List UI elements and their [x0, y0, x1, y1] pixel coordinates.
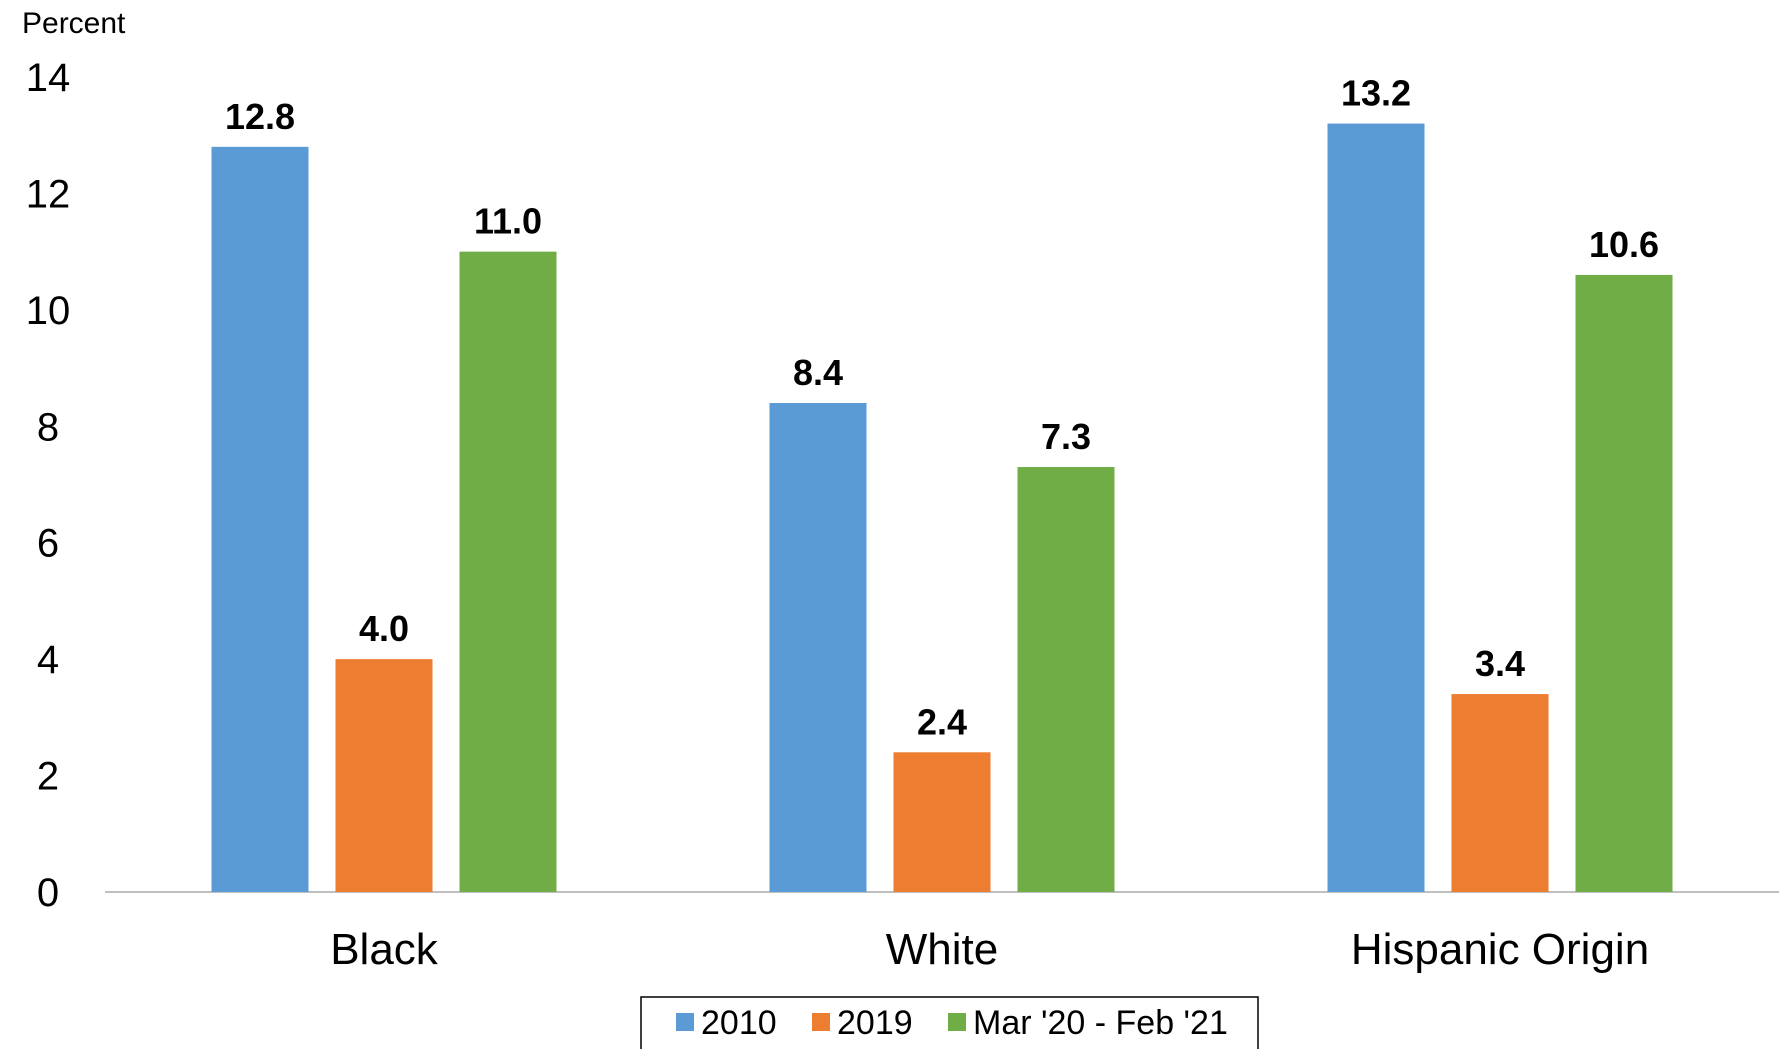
legend-swatch: [812, 1013, 830, 1031]
bar: [769, 403, 867, 892]
bar: [335, 659, 433, 892]
legend-label: 2010: [701, 1004, 777, 1042]
y-tick-label: 4: [37, 638, 59, 682]
y-tick-label: 10: [26, 289, 71, 333]
data-label: 3.4: [1475, 643, 1525, 684]
data-label: 8.4: [793, 352, 843, 393]
legend-swatch: [676, 1013, 694, 1031]
data-label: 7.3: [1041, 416, 1091, 457]
bar: [893, 752, 991, 892]
bar: [1327, 123, 1425, 893]
bar: [211, 146, 309, 892]
legend-swatch: [948, 1013, 966, 1031]
bar: [1575, 274, 1673, 892]
category-label: Hispanic Origin: [1351, 925, 1649, 974]
y-tick-label: 8: [37, 405, 59, 449]
y-tick-label: 6: [37, 522, 59, 566]
data-label: 12.8: [225, 96, 295, 137]
data-label: 10.6: [1589, 224, 1659, 265]
y-tick-label: 2: [37, 755, 59, 799]
y-tick-label: 12: [26, 172, 71, 216]
data-label: 2.4: [917, 701, 967, 742]
bar: [1451, 694, 1549, 892]
y-axis-label: Percent: [22, 7, 126, 40]
legend-label: 2019: [837, 1004, 913, 1042]
data-label: 11.0: [474, 201, 542, 242]
bar: [459, 251, 557, 893]
legend: 2010 2019 Mar '20 - Feb '21: [640, 996, 1259, 1053]
data-label: 4.0: [359, 608, 409, 649]
bar: [1017, 467, 1115, 892]
bars-layer: [211, 123, 1673, 893]
category-label: White: [886, 925, 998, 974]
y-tick-label: 14: [26, 56, 71, 100]
category-label: Black: [330, 925, 439, 974]
y-tick-label: 0: [37, 871, 59, 915]
data-label: 13.2: [1341, 73, 1411, 114]
labels-layer: Black 12.8 4.0 11.0 White 8.4 2.4 7.3 Hispanic O…: [225, 73, 1659, 974]
legend-label: Mar '20 - Feb '21: [973, 1004, 1228, 1042]
